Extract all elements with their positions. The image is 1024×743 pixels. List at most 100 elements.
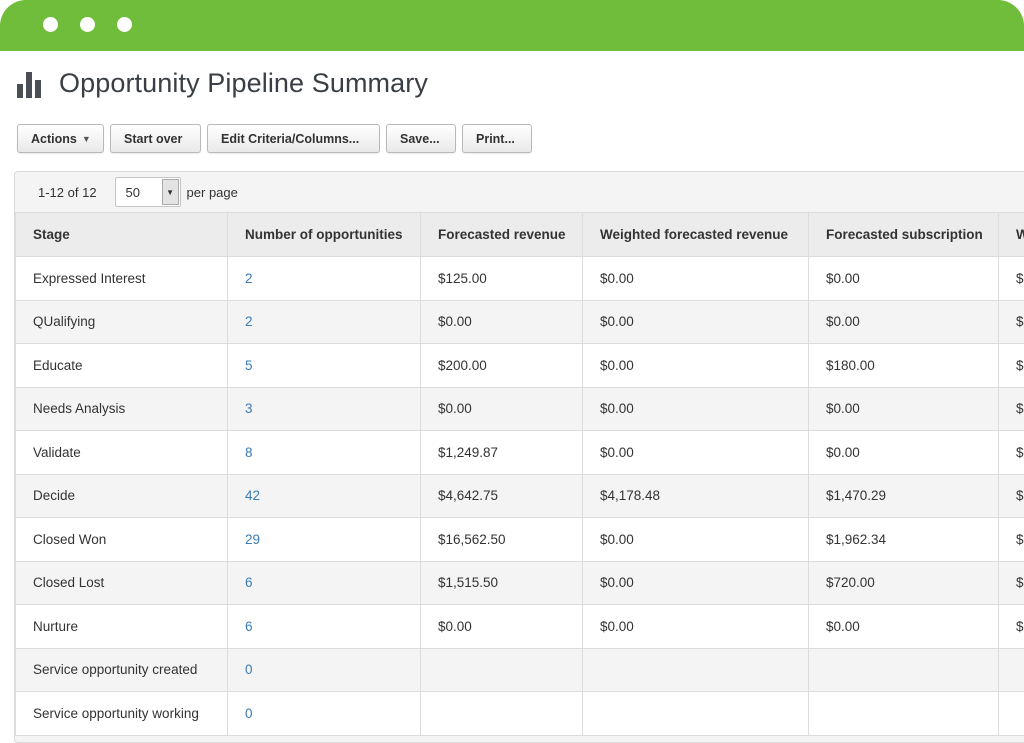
truncated-cell: $ [999,300,1024,344]
count-cell: 42 [228,474,421,518]
opportunity-count-link[interactable]: 42 [245,488,260,503]
table-row: QUalifying 2 $0.00 $0.00 $0.00 $ [16,300,1024,344]
weighted-revenue-cell: $0.00 [583,257,809,301]
edit-criteria-columns-button[interactable]: Edit Criteria/Columns... [207,124,380,153]
stage-cell: Closed Won [16,518,228,562]
dropdown-arrow-icon[interactable]: ▼ [162,179,179,205]
forecasted-revenue-cell: $200.00 [421,344,583,388]
truncated-cell: $ [999,605,1024,649]
table-row: Expressed Interest 2 $125.00 $0.00 $0.00… [16,257,1024,301]
truncated-cell: $ [999,257,1024,301]
column-header-forecasted-revenue[interactable]: Forecasted revenue [421,213,583,257]
column-header-number-of-opportunities[interactable]: Number of opportunities [228,213,421,257]
bar-chart-icon [17,70,47,98]
opportunity-count-link[interactable]: 29 [245,532,260,547]
subscription-cell: $0.00 [809,431,999,475]
table-row: Closed Lost 6 $1,515.50 $0.00 $720.00 $ [16,561,1024,605]
weighted-revenue-cell: $0.00 [583,431,809,475]
subscription-cell: $1,962.34 [809,518,999,562]
start-over-button[interactable]: Start over [110,124,201,153]
forecasted-revenue-cell: $1,515.50 [421,561,583,605]
count-cell: 6 [228,561,421,605]
count-cell: 2 [228,257,421,301]
opportunity-count-link[interactable]: 2 [245,314,253,329]
weighted-revenue-cell: $0.00 [583,561,809,605]
count-cell: 2 [228,300,421,344]
column-header-forecasted-subscription[interactable]: Forecasted subscription [809,213,999,257]
toolbar: Actions ▼ Start over Edit Criteria/Colum… [17,124,532,153]
subscription-cell: $0.00 [809,387,999,431]
pager-range: 1-12 of 12 [38,185,97,200]
count-cell: 0 [228,648,421,692]
stage-cell: Educate [16,344,228,388]
subscription-cell: $1,470.29 [809,474,999,518]
print-button[interactable]: Print... [462,124,532,153]
truncated-cell [999,692,1024,736]
opportunity-count-link[interactable]: 6 [245,619,253,634]
pager: 1-12 of 12 50 ▼ per page [15,172,1024,212]
count-cell: 6 [228,605,421,649]
opportunity-count-link[interactable]: 0 [245,662,253,677]
pipeline-table: Stage Number of opportunities Forecasted… [15,212,1024,736]
table-row: Validate 8 $1,249.87 $0.00 $0.00 $ [16,431,1024,475]
weighted-revenue-cell: $0.00 [583,344,809,388]
truncated-cell: $ [999,561,1024,605]
table-header-row: Stage Number of opportunities Forecasted… [16,213,1024,257]
subscription-cell [809,692,999,736]
opportunity-count-link[interactable]: 3 [245,401,253,416]
column-header-weighted-forecasted-revenue[interactable]: Weighted forecasted revenue [583,213,809,257]
count-cell: 5 [228,344,421,388]
window-close-dot[interactable] [43,17,58,32]
stage-cell: Service opportunity working [16,692,228,736]
table-row: Closed Won 29 $16,562.50 $0.00 $1,962.34… [16,518,1024,562]
window-maximize-dot[interactable] [117,17,132,32]
weighted-revenue-cell: $0.00 [583,518,809,562]
count-cell: 29 [228,518,421,562]
forecasted-revenue-cell: $125.00 [421,257,583,301]
opportunity-count-link[interactable]: 6 [245,575,253,590]
table-row: Nurture 6 $0.00 $0.00 $0.00 $ [16,605,1024,649]
weighted-revenue-cell: $0.00 [583,605,809,649]
opportunity-count-link[interactable]: 5 [245,358,253,373]
column-header-stage[interactable]: Stage [16,213,228,257]
save-button[interactable]: Save... [386,124,456,153]
opportunity-count-link[interactable]: 2 [245,271,253,286]
opportunity-count-link[interactable]: 8 [245,445,253,460]
stage-cell: Nurture [16,605,228,649]
page-size-value: 50 [126,185,140,200]
weighted-revenue-cell [583,692,809,736]
page-title: Opportunity Pipeline Summary [59,68,428,99]
count-cell: 3 [228,387,421,431]
forecasted-revenue-cell: $16,562.50 [421,518,583,562]
stage-cell: Service opportunity created [16,648,228,692]
window-controls [43,17,132,32]
subscription-cell: $0.00 [809,605,999,649]
forecasted-revenue-cell: $4,642.75 [421,474,583,518]
table-row: Service opportunity created 0 [16,648,1024,692]
window-minimize-dot[interactable] [80,17,95,32]
subscription-cell: $180.00 [809,344,999,388]
subscription-cell: $0.00 [809,300,999,344]
truncated-cell: $ [999,344,1024,388]
table-row: Needs Analysis 3 $0.00 $0.00 $0.00 $ [16,387,1024,431]
opportunity-count-link[interactable]: 0 [245,706,253,721]
weighted-revenue-cell [583,648,809,692]
column-header-truncated[interactable]: W [999,213,1024,257]
forecasted-revenue-cell [421,648,583,692]
window-titlebar [0,0,1024,51]
stage-cell: Validate [16,431,228,475]
stage-cell: Needs Analysis [16,387,228,431]
forecasted-revenue-cell: $1,249.87 [421,431,583,475]
actions-button-label: Actions [31,132,77,146]
actions-button[interactable]: Actions ▼ [17,124,104,153]
stage-cell: QUalifying [16,300,228,344]
truncated-cell: $ [999,431,1024,475]
table-row: Decide 42 $4,642.75 $4,178.48 $1,470.29 … [16,474,1024,518]
caret-down-icon: ▼ [82,134,91,144]
truncated-cell: $ [999,387,1024,431]
subscription-cell [809,648,999,692]
truncated-cell [999,648,1024,692]
subscription-cell: $720.00 [809,561,999,605]
page-size-select[interactable]: 50 ▼ [115,177,181,207]
page-header: Opportunity Pipeline Summary [17,68,428,99]
